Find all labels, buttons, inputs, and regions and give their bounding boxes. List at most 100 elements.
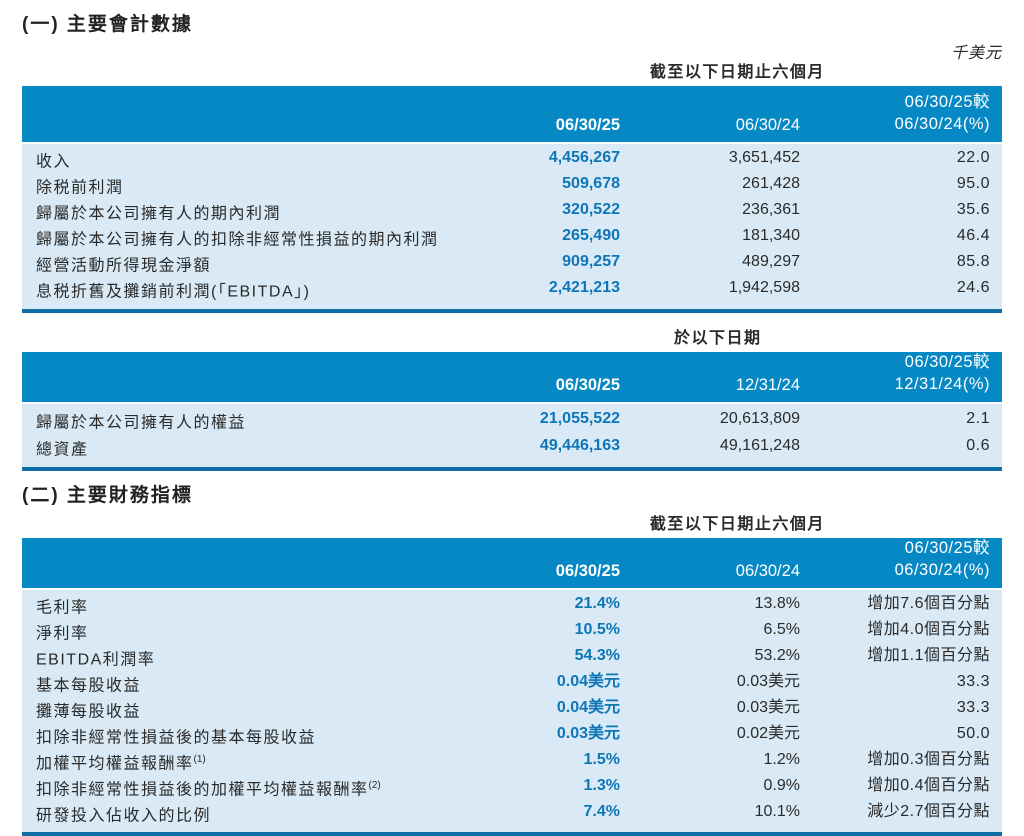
- value-change: 46.4: [956, 226, 990, 244]
- row-label: 歸屬於本公司擁有人的期內利潤: [36, 205, 282, 223]
- row-label: 除税前利潤: [36, 179, 124, 197]
- unit-note: 千美元: [950, 45, 1002, 62]
- value-change: 增加0.4個百分點: [867, 776, 990, 794]
- value-current: 0.03美元: [556, 724, 620, 742]
- date-table-header: 06/30/25 12/31/24 06/30/25較 12/31/24(%): [22, 351, 1002, 404]
- value-prior: 1.2%: [763, 750, 800, 768]
- ratio-table-body: 毛利率 21.4% 13.8% 增加7.6個百分點 淨利率 10.5% 6.5%…: [22, 590, 1002, 833]
- value-current: 0.04美元: [556, 698, 620, 716]
- value-change: 85.8: [956, 252, 990, 270]
- value-prior: 10.1%: [754, 802, 800, 820]
- date-table-body: 歸屬於本公司擁有人的權益 21,055,522 20,613,809 2.1 總…: [22, 403, 1002, 468]
- value-current: 509,678: [562, 174, 620, 192]
- col-header-prior: 12/31/24: [735, 375, 800, 394]
- col-header-change-line1: 06/30/25較: [904, 93, 990, 111]
- value-current: 7.4%: [583, 802, 620, 820]
- ratio-table-caption: 截至以下日期止六個月: [649, 516, 825, 534]
- table-row: 毛利率 21.4% 13.8% 增加7.6個百分點: [36, 593, 990, 619]
- row-label: 總資產: [36, 441, 89, 459]
- value-current: 54.3%: [574, 647, 620, 665]
- row-label: 收入: [36, 153, 72, 171]
- value-prior: 3,651,452: [728, 149, 800, 166]
- table-row: 除税前利潤 509,678 261,428 95.0: [36, 173, 990, 199]
- col-header-change-line1: 06/30/25較: [904, 539, 990, 558]
- period-table-header: 06/30/25 06/30/24 06/30/25較 06/30/24(%): [22, 86, 1002, 144]
- table-row: 經營活動所得現金淨額 909,257 489,297 85.8: [36, 251, 990, 277]
- table-row: 息税折舊及攤銷前利潤(「EBITDA」) 2,421,213 1,942,598…: [36, 277, 990, 303]
- row-label: 攤薄每股收益: [36, 703, 142, 721]
- value-prior: 13.8%: [754, 595, 800, 613]
- table-row: 研發投入佔收入的比例 7.4% 10.1% 減少2.7個百分點: [36, 801, 990, 827]
- row-label: 經營活動所得現金淨額: [36, 257, 212, 275]
- value-current: 21,055,522: [539, 409, 620, 427]
- value-change: 增加0.3個百分點: [867, 750, 990, 768]
- value-prior: 0.9%: [763, 776, 800, 794]
- value-current: 2,421,213: [548, 278, 620, 296]
- table-row: EBITDA利潤率 54.3% 53.2% 增加1.1個百分點: [36, 645, 990, 671]
- value-current: 1.3%: [583, 776, 620, 794]
- value-prior: 181,340: [742, 226, 800, 244]
- value-prior: 20,613,809: [719, 409, 800, 427]
- row-label: EBITDA利潤率: [36, 651, 156, 669]
- table-row: 總資產 49,446,163 49,161,248 0.6: [36, 434, 990, 461]
- period-table-body: 收入 4,456,267 3,651,452 22.0 除税前利潤 509,67…: [22, 144, 1002, 309]
- table-row: 收入 4,456,267 3,651,452 22.0: [36, 147, 990, 173]
- row-label: 毛利率: [36, 599, 89, 617]
- col-header-current: 06/30/25: [555, 116, 620, 134]
- value-prior: 1,942,598: [728, 278, 800, 296]
- table-row: 扣除非經常性損益後的基本每股收益 0.03美元 0.02美元 50.0: [36, 723, 990, 749]
- row-label: 淨利率: [36, 625, 89, 643]
- col-header-current: 06/30/25: [555, 562, 620, 581]
- value-current: 320,522: [562, 200, 620, 218]
- value-prior: 0.03美元: [736, 672, 800, 690]
- table-row: 基本每股收益 0.04美元 0.03美元 33.3: [36, 671, 990, 697]
- value-change: 24.6: [956, 278, 990, 296]
- value-prior: 0.03美元: [736, 698, 800, 716]
- table-row: 扣除非經常性損益後的加權平均權益報酬率(2) 1.3% 0.9% 增加0.4個百…: [36, 775, 990, 801]
- value-current: 21.4%: [574, 595, 620, 613]
- value-change: 2.1: [966, 409, 990, 427]
- value-change: 22.0: [956, 149, 990, 166]
- value-change: 50.0: [956, 724, 990, 742]
- row-label: 歸屬於本公司擁有人的扣除非經常性損益的期內利潤: [36, 231, 439, 249]
- row-label: 歸屬於本公司擁有人的權益: [36, 413, 247, 431]
- value-change: 33.3: [956, 672, 990, 690]
- value-current: 1.5%: [583, 750, 620, 768]
- value-prior: 53.2%: [754, 647, 800, 665]
- value-prior: 0.02美元: [736, 724, 800, 742]
- row-label: 加權平均權益報酬率(1): [36, 753, 206, 773]
- col-header-change-line1: 06/30/25較: [904, 352, 990, 371]
- value-change: 33.3: [956, 698, 990, 716]
- ratio-table: 06/30/25 06/30/24 06/30/25較 06/30/24(%) …: [22, 538, 1002, 836]
- value-prior: 489,297: [742, 252, 800, 270]
- table-row: 歸屬於本公司擁有人的期內利潤 320,522 236,361 35.6: [36, 199, 990, 225]
- row-label: 研發投入佔收入的比例: [36, 806, 212, 824]
- col-header-prior: 06/30/24: [735, 562, 800, 581]
- row-label: 息税折舊及攤銷前利潤(「EBITDA」): [36, 282, 311, 300]
- value-current: 265,490: [562, 226, 620, 244]
- col-header-change-line2: 06/30/24(%): [894, 561, 990, 580]
- col-header-change: 06/30/25較 06/30/24(%): [800, 91, 990, 135]
- col-header-change: 06/30/25較 06/30/24(%): [800, 537, 990, 581]
- value-prior: 261,428: [742, 174, 800, 192]
- col-header-change: 06/30/25較 12/31/24(%): [800, 351, 990, 395]
- value-change: 增加4.0個百分點: [867, 621, 990, 639]
- value-current: 909,257: [562, 252, 620, 270]
- col-header-change-line2: 12/31/24(%): [894, 374, 990, 393]
- table-row: 加權平均權益報酬率(1) 1.5% 1.2% 增加0.3個百分點: [36, 749, 990, 775]
- col-header-change-line2: 06/30/24(%): [894, 115, 990, 133]
- table-row: 歸屬於本公司擁有人的扣除非經常性損益的期內利潤 265,490 181,340 …: [36, 225, 990, 251]
- row-label: 扣除非經常性損益後的基本每股收益: [36, 729, 317, 747]
- value-change: 95.0: [956, 174, 990, 192]
- value-prior: 49,161,248: [719, 436, 800, 454]
- value-change: 減少2.7個百分點: [867, 802, 990, 820]
- value-change: 0.6: [966, 436, 990, 454]
- table-row: 淨利率 10.5% 6.5% 增加4.0個百分點: [36, 619, 990, 645]
- value-current: 4,456,267: [548, 149, 620, 166]
- col-header-prior: 06/30/24: [735, 116, 800, 134]
- table-row: 歸屬於本公司擁有人的權益 21,055,522 20,613,809 2.1: [36, 407, 990, 434]
- value-prior: 236,361: [742, 200, 800, 218]
- section1-title: (一) 主要會計數據: [22, 14, 193, 35]
- period-table-caption: 截至以下日期止六個月: [649, 64, 825, 81]
